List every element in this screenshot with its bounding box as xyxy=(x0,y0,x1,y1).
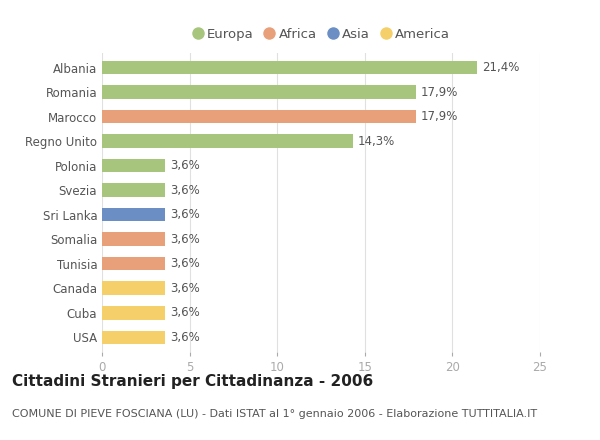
Text: 3,6%: 3,6% xyxy=(170,233,200,246)
Text: 17,9%: 17,9% xyxy=(421,85,458,99)
Text: 3,6%: 3,6% xyxy=(170,159,200,172)
Text: 3,6%: 3,6% xyxy=(170,208,200,221)
Bar xyxy=(102,85,416,99)
Bar xyxy=(102,110,416,123)
Bar xyxy=(102,159,165,172)
Text: COMUNE DI PIEVE FOSCIANA (LU) - Dati ISTAT al 1° gennaio 2006 - Elaborazione TUT: COMUNE DI PIEVE FOSCIANA (LU) - Dati IST… xyxy=(12,409,537,419)
Bar xyxy=(102,330,165,344)
Bar xyxy=(102,306,165,319)
Legend: Europa, Africa, Asia, America: Europa, Africa, Asia, America xyxy=(188,23,454,45)
Bar xyxy=(102,134,353,148)
Bar xyxy=(102,257,165,271)
Bar xyxy=(102,282,165,295)
Text: 17,9%: 17,9% xyxy=(421,110,458,123)
Bar xyxy=(102,232,165,246)
Bar xyxy=(102,183,165,197)
Text: 3,6%: 3,6% xyxy=(170,306,200,319)
Bar xyxy=(102,61,477,74)
Text: Cittadini Stranieri per Cittadinanza - 2006: Cittadini Stranieri per Cittadinanza - 2… xyxy=(12,374,373,389)
Bar xyxy=(102,208,165,221)
Text: 3,6%: 3,6% xyxy=(170,282,200,295)
Text: 3,6%: 3,6% xyxy=(170,331,200,344)
Text: 3,6%: 3,6% xyxy=(170,183,200,197)
Text: 14,3%: 14,3% xyxy=(358,135,395,147)
Text: 3,6%: 3,6% xyxy=(170,257,200,270)
Text: 21,4%: 21,4% xyxy=(482,61,520,74)
